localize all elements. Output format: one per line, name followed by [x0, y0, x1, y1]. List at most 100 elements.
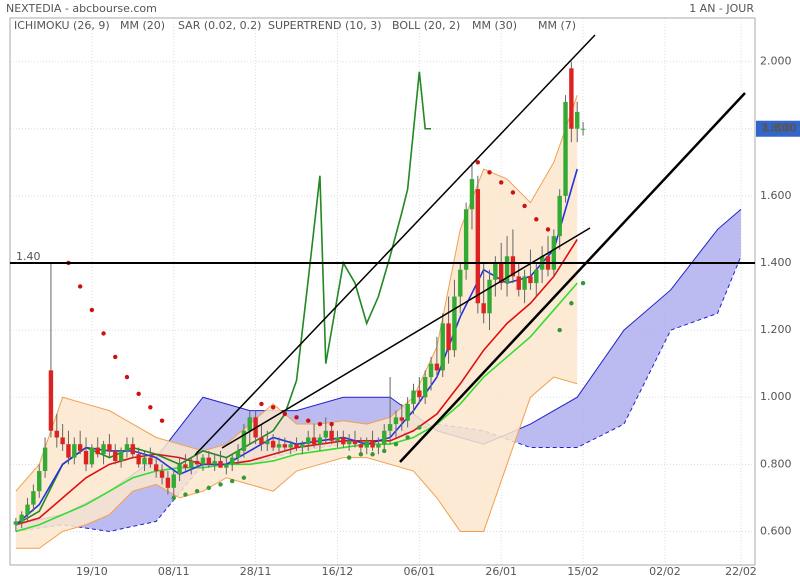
candle-body [77, 444, 83, 451]
sar-dot [77, 284, 83, 289]
x-tick-label: 06/01 [403, 565, 435, 578]
candle-body [159, 471, 165, 478]
candle-body [440, 323, 445, 371]
candle-body [165, 477, 171, 488]
sar-dot [346, 455, 352, 460]
candle-body [557, 195, 562, 237]
candle-body [335, 437, 340, 441]
candle-body [31, 491, 36, 505]
candle-body [183, 464, 188, 468]
candle-body [189, 460, 194, 468]
legend-entry: SAR (0.02, 0.2) [178, 19, 261, 32]
candle-body [422, 377, 428, 398]
candle-body [218, 460, 223, 468]
sar-dot [475, 160, 481, 165]
legend-entry: MM (7) [538, 19, 576, 32]
candle-body [510, 256, 516, 277]
sar-dot [206, 485, 212, 491]
candle-body [534, 269, 539, 284]
sar-dot [569, 301, 574, 306]
candle-body [107, 444, 112, 451]
sar-dot [317, 421, 323, 427]
candle-body [270, 440, 276, 448]
candle-body [37, 471, 42, 492]
candle-body [528, 276, 533, 284]
sar-dot [89, 307, 95, 313]
candle-body [83, 450, 89, 465]
candle-body [194, 460, 200, 465]
candle-body [376, 444, 381, 448]
candle-body [434, 363, 440, 371]
candle-body [25, 504, 30, 515]
candle-body [206, 457, 212, 465]
x-tick-label: 15/02 [567, 565, 599, 578]
candle-body [580, 128, 586, 130]
candle-body [411, 390, 416, 404]
sar-dot [417, 425, 422, 430]
candle-body [153, 464, 159, 472]
candle-body [569, 68, 574, 129]
y-tick-label: 0.600 [760, 524, 792, 537]
candle-body [306, 437, 311, 445]
sar-dot [358, 452, 364, 457]
candle-body [48, 370, 54, 431]
candle-body [463, 209, 469, 270]
x-tick-label: 08/11 [158, 565, 190, 578]
candle-body [13, 521, 19, 525]
candle-body [101, 444, 106, 455]
y-tick-label: 1.000 [760, 390, 792, 403]
legend-entry: ICHIMOKU (26, 9) [14, 19, 110, 32]
sar-dot [510, 190, 516, 195]
candle-body [118, 450, 124, 461]
candle-body [235, 450, 241, 458]
candle-body [42, 447, 48, 472]
candle-body [352, 440, 358, 445]
sar-dot [557, 327, 562, 333]
candle-body [516, 276, 521, 290]
horizontal-line-label: 1.40 [16, 250, 41, 263]
candle-body [452, 296, 457, 351]
sar-dot [159, 418, 165, 423]
candle-body [393, 417, 399, 425]
x-tick-label: 26/01 [485, 565, 517, 578]
candle-body [458, 269, 463, 297]
y-tick-label: 1.400 [760, 256, 792, 269]
candle-body [300, 444, 305, 448]
sar-dot [545, 227, 551, 232]
candle-body [329, 430, 334, 441]
legend-entry: BOLL (20, 2) [392, 19, 460, 32]
sar-dot [487, 170, 492, 175]
candle-body [124, 444, 130, 451]
y-tick-label: 2.000 [760, 55, 792, 68]
last-price-label: 1.800 [762, 122, 797, 135]
candle-body [311, 437, 317, 445]
candle-body [317, 437, 323, 445]
candle-body [294, 444, 299, 448]
candle-body [481, 303, 486, 314]
candle-body [341, 437, 346, 445]
sar-dot [183, 492, 188, 497]
candle-body [428, 363, 434, 378]
legend-entry: SUPERTREND (10, 3) [268, 19, 382, 32]
y-tick-label: 1.600 [760, 189, 792, 202]
candle-body [469, 179, 475, 210]
sar-dot [405, 435, 410, 440]
plot-area [10, 18, 755, 565]
candle-body [493, 262, 498, 280]
trend-line [221, 227, 591, 449]
sar-dot [294, 415, 299, 420]
candle-body [148, 457, 153, 465]
x-tick-label: 02/02 [649, 565, 681, 578]
chart-subtitle: 1 AN - JOUR [689, 2, 754, 15]
candle-body [358, 444, 364, 448]
sar-dot [113, 354, 118, 360]
candle-body [241, 430, 247, 451]
candle-body [382, 430, 387, 445]
candle-body [89, 447, 95, 465]
candle-body [95, 447, 100, 455]
candle-body [487, 279, 492, 314]
sar-dot [534, 217, 539, 222]
sar-dot [136, 391, 141, 397]
